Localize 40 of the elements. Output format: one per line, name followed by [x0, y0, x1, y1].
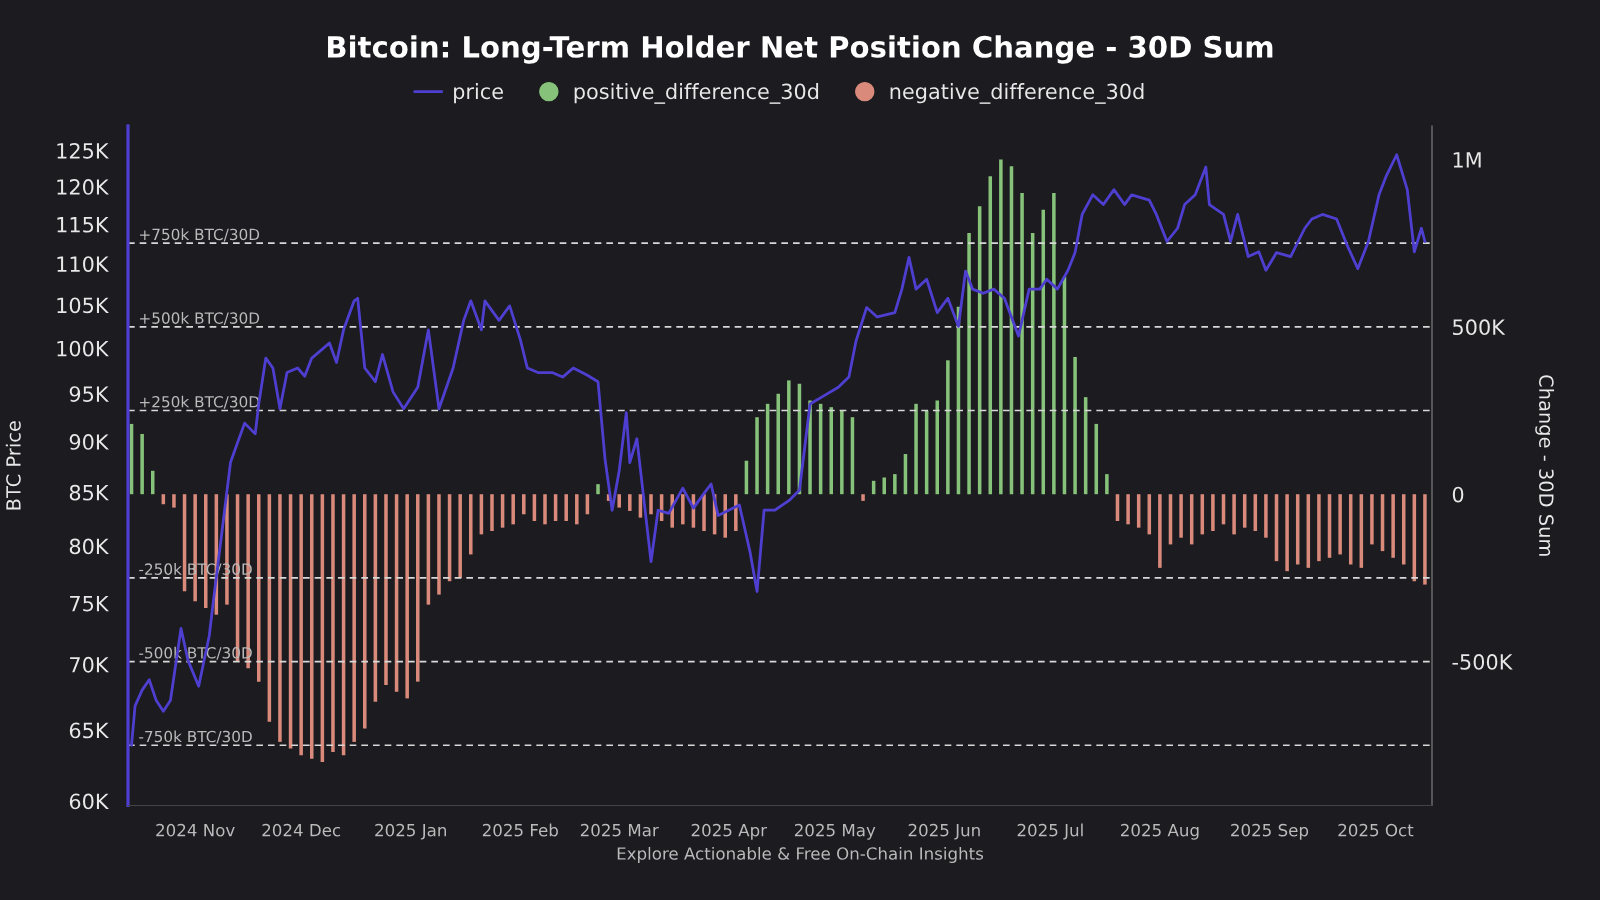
- x-tick-label: 2025 Jul: [1017, 823, 1083, 840]
- ref-line-label: +500k BTC/30D: [140, 312, 260, 326]
- y-tick-label: 60K: [69, 793, 109, 810]
- y2-tick-label: 0: [1452, 486, 1464, 503]
- x-tick-label: 2025 Oct: [1338, 823, 1414, 837]
- y-axis-title: BTC Price: [5, 421, 21, 510]
- y2-tick-label: 500K: [1453, 319, 1506, 336]
- x-tick-label: 2025 Mar: [580, 823, 659, 837]
- x-tick-label: 2025 Apr: [691, 823, 768, 840]
- y-tick-label: 65K: [69, 722, 109, 739]
- legend-label: negative_difference_30d: [890, 83, 1144, 104]
- x-tick-label: 2025 Sep: [1231, 823, 1309, 840]
- x-tick-label: 2024 Nov: [156, 823, 235, 837]
- y2-tick-label: -500K: [1452, 654, 1513, 670]
- y2-axis-title: Change - 30D Sum: [1535, 375, 1555, 556]
- y-tick-label: 70K: [70, 656, 109, 673]
- y-tick-label: 100K: [57, 340, 109, 357]
- x-tick-label: 2025 Aug: [1120, 823, 1199, 840]
- y-tick-label: 120K: [57, 179, 109, 195]
- ref-line-label: +750k BTC/30D: [140, 228, 260, 242]
- y-tick-label: 90K: [69, 434, 109, 450]
- chart-title: Bitcoin: Long-Term Holder Net Position Change - 30D Sum: [328, 35, 1273, 64]
- y-tick-label: 85K: [69, 484, 109, 501]
- y-tick-label: 80K: [69, 538, 109, 555]
- y-tick-label: 115K: [57, 217, 109, 233]
- x-tick-label: 2025 Jun: [908, 823, 980, 840]
- x-tick-label: 2025 Jan: [375, 823, 446, 840]
- y2-tick-label: 1M: [1453, 152, 1481, 168]
- x-tick-label: 2024 Dec: [262, 823, 341, 837]
- text: Explore Actionable & Free On-Chain Insights: [617, 846, 984, 864]
- y-tick-label: 75K: [70, 595, 109, 612]
- x-tick-label: 2025 Feb: [482, 823, 558, 837]
- legend-label: price: [454, 83, 503, 104]
- y-tick-label: 95K: [69, 386, 109, 402]
- y-tick-label: 110K: [57, 256, 109, 272]
- x-tick-label: 2025 May: [794, 823, 876, 840]
- ref-line-label: -750k BTC/30D: [139, 730, 252, 744]
- y-tick-label: 105K: [57, 297, 109, 314]
- y-tick-label: 125K: [57, 142, 109, 159]
- legend-label: positive_difference_30d: [574, 83, 819, 104]
